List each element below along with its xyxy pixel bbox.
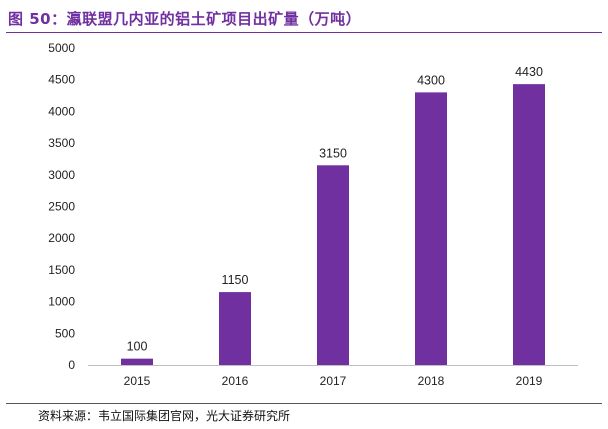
- y-tick-label: 5000: [48, 41, 75, 55]
- y-tick-label: 2500: [48, 200, 75, 214]
- x-tick-label-2016: 2016: [222, 374, 249, 388]
- y-tick-label: 0: [68, 358, 75, 372]
- y-tick-label: 4000: [48, 104, 75, 118]
- x-tick-label-2018: 2018: [418, 374, 445, 388]
- source-note: 资料来源：韦立国际集团官网，光大证券研究所: [38, 409, 291, 423]
- y-tick-label: 4500: [48, 73, 75, 87]
- title-divider: [6, 32, 602, 33]
- y-tick-label: 2000: [48, 231, 75, 245]
- chart-title: 图 50：瀛联盟几内亚的铝土矿项目出矿量（万吨）: [8, 10, 362, 28]
- data-label-2018: 4300: [417, 73, 445, 87]
- x-tick-label-2015: 2015: [124, 374, 151, 388]
- y-tick-label: 500: [55, 326, 75, 340]
- source-divider: [6, 403, 602, 404]
- y-tick-label: 1500: [48, 263, 75, 277]
- x-tick-label-2019: 2019: [516, 374, 543, 388]
- bar-2015: [121, 358, 153, 365]
- bars: [121, 84, 545, 365]
- bar-2017: [317, 165, 349, 365]
- y-axis: 0 500 1000 1500 2000 2500 3000 3500 4000 4500 5000: [48, 41, 75, 372]
- x-tick-label-2017: 2017: [320, 374, 347, 388]
- bar-2018: [415, 92, 447, 365]
- data-labels: 100 1150 3150 4300 4430: [127, 65, 543, 354]
- y-tick-label: 3000: [48, 168, 75, 182]
- data-label-2019: 4430: [515, 65, 543, 79]
- data-label-2015: 100: [127, 340, 148, 354]
- x-axis: 2015 2016 2017 2018 2019: [124, 374, 543, 388]
- y-tick-label: 3500: [48, 136, 75, 150]
- data-label-2017: 3150: [319, 146, 347, 160]
- y-tick-label: 1000: [48, 295, 75, 309]
- data-label-2016: 1150: [222, 273, 249, 287]
- bar-2016: [219, 292, 251, 365]
- bar-2019: [513, 84, 545, 365]
